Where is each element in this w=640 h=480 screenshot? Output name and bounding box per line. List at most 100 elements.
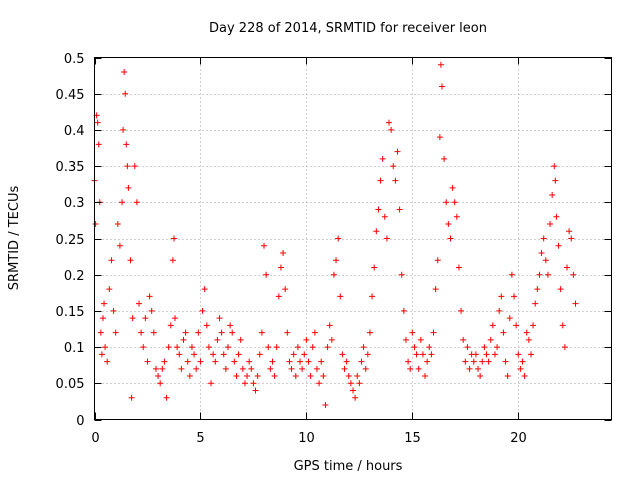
data-point: [540, 235, 547, 242]
data-point: [350, 387, 356, 394]
data-point: [432, 286, 439, 293]
y-tick-label: 0.05: [56, 377, 85, 392]
data-point: [377, 177, 384, 184]
data-point: [553, 213, 560, 220]
y-tick-label: 0: [76, 414, 84, 429]
data-point: [98, 351, 105, 358]
data-point: [508, 271, 515, 278]
data-point: [438, 83, 445, 90]
data-point: [167, 322, 174, 329]
data-point: [307, 373, 314, 380]
data-point: [464, 344, 471, 351]
data-point: [419, 351, 426, 358]
data-point: [269, 358, 276, 365]
data-point: [159, 365, 166, 372]
data-point: [498, 293, 505, 300]
data-point: [407, 365, 414, 372]
data-point: [362, 365, 369, 372]
data-point: [95, 141, 102, 148]
data-point: [366, 329, 373, 336]
data-point: [352, 394, 359, 401]
data-point: [208, 380, 215, 387]
x-axis-label: GPS time / hours: [294, 459, 403, 474]
y-tick-label: 0.45: [56, 88, 85, 103]
x-tick-label: 0: [91, 431, 99, 446]
data-point: [521, 373, 528, 380]
data-point: [112, 329, 119, 336]
data-point: [129, 315, 136, 322]
data-point: [335, 235, 342, 242]
data-point: [513, 322, 520, 329]
data-point: [396, 206, 403, 213]
data-point: [313, 365, 320, 372]
data-point: [135, 300, 142, 307]
data-point: [532, 300, 539, 307]
data-point: [447, 235, 454, 242]
data-point: [566, 228, 573, 235]
data-point: [455, 264, 462, 271]
data-point: [263, 271, 270, 278]
data-point: [417, 336, 424, 343]
data-point: [273, 344, 280, 351]
x-tick-label: 20: [510, 431, 527, 446]
data-point: [375, 206, 382, 213]
data-point: [422, 373, 429, 380]
data-point: [220, 351, 227, 358]
data-point: [437, 61, 444, 68]
data-point: [186, 373, 193, 380]
data-point: [144, 358, 151, 365]
data-point: [561, 344, 568, 351]
y-tick-label: 0.5: [64, 52, 85, 67]
data-point: [116, 242, 123, 249]
data-point: [449, 184, 456, 191]
data-point: [161, 358, 168, 365]
data-point: [195, 329, 202, 336]
data-point: [547, 221, 554, 228]
data-point: [527, 351, 534, 358]
data-point: [178, 365, 185, 372]
data-point: [250, 380, 257, 387]
data-point: [244, 373, 251, 380]
data-point: [248, 365, 255, 372]
data-point: [284, 329, 291, 336]
data-point: [216, 315, 223, 322]
data-point: [203, 322, 210, 329]
chart-title: Day 228 of 2014, SRMTID for receiver leo…: [209, 21, 487, 36]
data-point: [233, 373, 240, 380]
data-point: [426, 344, 433, 351]
data-point: [441, 155, 448, 162]
data-point: [188, 344, 195, 351]
data-point: [409, 329, 416, 336]
data-point: [470, 358, 477, 365]
axis-ticks: [94, 57, 612, 421]
data-point: [483, 351, 490, 358]
data-point: [390, 163, 397, 170]
x-tick-label: 10: [298, 431, 315, 446]
data-point: [133, 199, 140, 206]
data-point: [428, 351, 435, 358]
x-tick-label: 5: [196, 431, 204, 446]
data-point: [184, 358, 191, 365]
data-point: [224, 344, 231, 351]
data-point: [174, 344, 181, 351]
y-tick-label: 0.15: [56, 305, 85, 320]
data-point: [227, 322, 234, 329]
data-point: [92, 221, 99, 228]
data-point: [101, 300, 108, 307]
data-point: [538, 249, 545, 256]
data-point: [286, 358, 293, 365]
data-point: [568, 235, 575, 242]
data-point: [394, 148, 401, 155]
data-point: [451, 199, 458, 206]
data-point: [182, 329, 189, 336]
data-point: [485, 358, 492, 365]
data-point: [328, 336, 335, 343]
data-point: [265, 344, 272, 351]
data-point: [97, 329, 104, 336]
data-point: [172, 315, 179, 322]
data-point: [434, 257, 441, 264]
data-point: [570, 271, 577, 278]
data-point: [106, 286, 113, 293]
x-tick-label: 15: [404, 431, 421, 446]
data-point: [491, 351, 498, 358]
